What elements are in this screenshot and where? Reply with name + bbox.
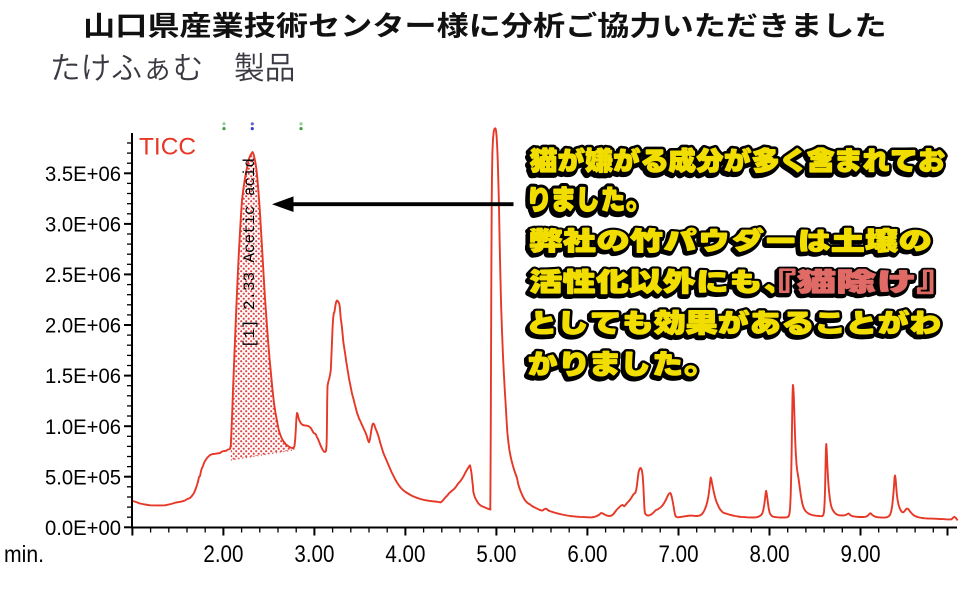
svg-text:1.5E+06: 1.5E+06 [45, 365, 121, 388]
svg-text:2.0E+06: 2.0E+06 [45, 315, 121, 338]
svg-text:9.00: 9.00 [841, 541, 881, 568]
svg-text:0.0E+00: 0.0E+00 [45, 517, 121, 540]
svg-text:[1] 2.33 Acetic acid: [1] 2.33 Acetic acid [241, 158, 259, 348]
svg-text:2.5E+06: 2.5E+06 [45, 264, 121, 287]
svg-text:3.5E+06: 3.5E+06 [45, 163, 121, 186]
svg-text:5.00: 5.00 [476, 541, 516, 568]
svg-text:7.00: 7.00 [659, 541, 699, 568]
svg-text:3.00: 3.00 [294, 541, 334, 568]
svg-text:3.0E+06: 3.0E+06 [45, 214, 121, 237]
svg-text:TICC: TICC [139, 134, 196, 161]
svg-text:1.0E+06: 1.0E+06 [45, 416, 121, 439]
svg-text:5.0E+05: 5.0E+05 [45, 466, 121, 489]
svg-text:6.00: 6.00 [567, 541, 607, 568]
svg-text:4.00: 4.00 [385, 541, 425, 568]
svg-text:2.00: 2.00 [203, 541, 243, 568]
svg-text:8.00: 8.00 [750, 541, 790, 568]
svg-text:min.: min. [4, 541, 44, 567]
